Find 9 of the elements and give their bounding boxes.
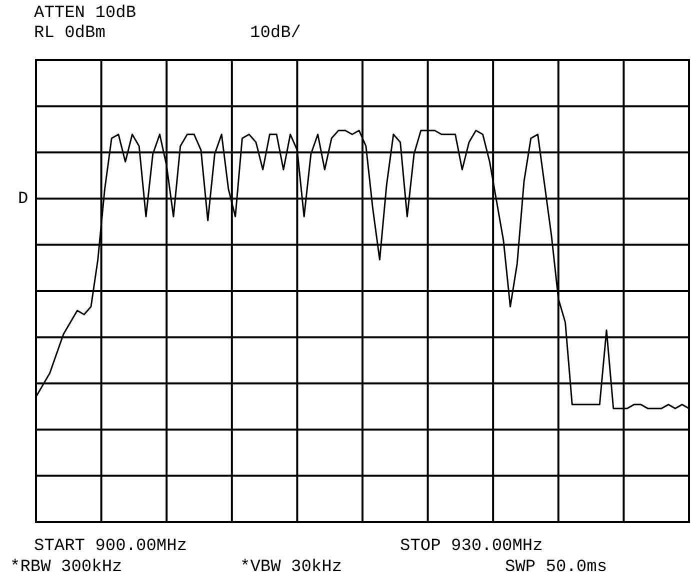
text: START 900.00MHz — [34, 537, 188, 556]
text: D — [18, 190, 28, 209]
text: RL 0dBm — [34, 24, 106, 43]
text: ATTEN 10dB — [34, 4, 136, 23]
text: SWP 50.0ms — [505, 558, 608, 577]
text: *VBW 30kHz — [240, 558, 342, 577]
text: *RBW 300kHz — [10, 558, 122, 577]
text: 10dB/ — [250, 24, 302, 43]
text: STOP 930.00MHz — [400, 537, 543, 556]
